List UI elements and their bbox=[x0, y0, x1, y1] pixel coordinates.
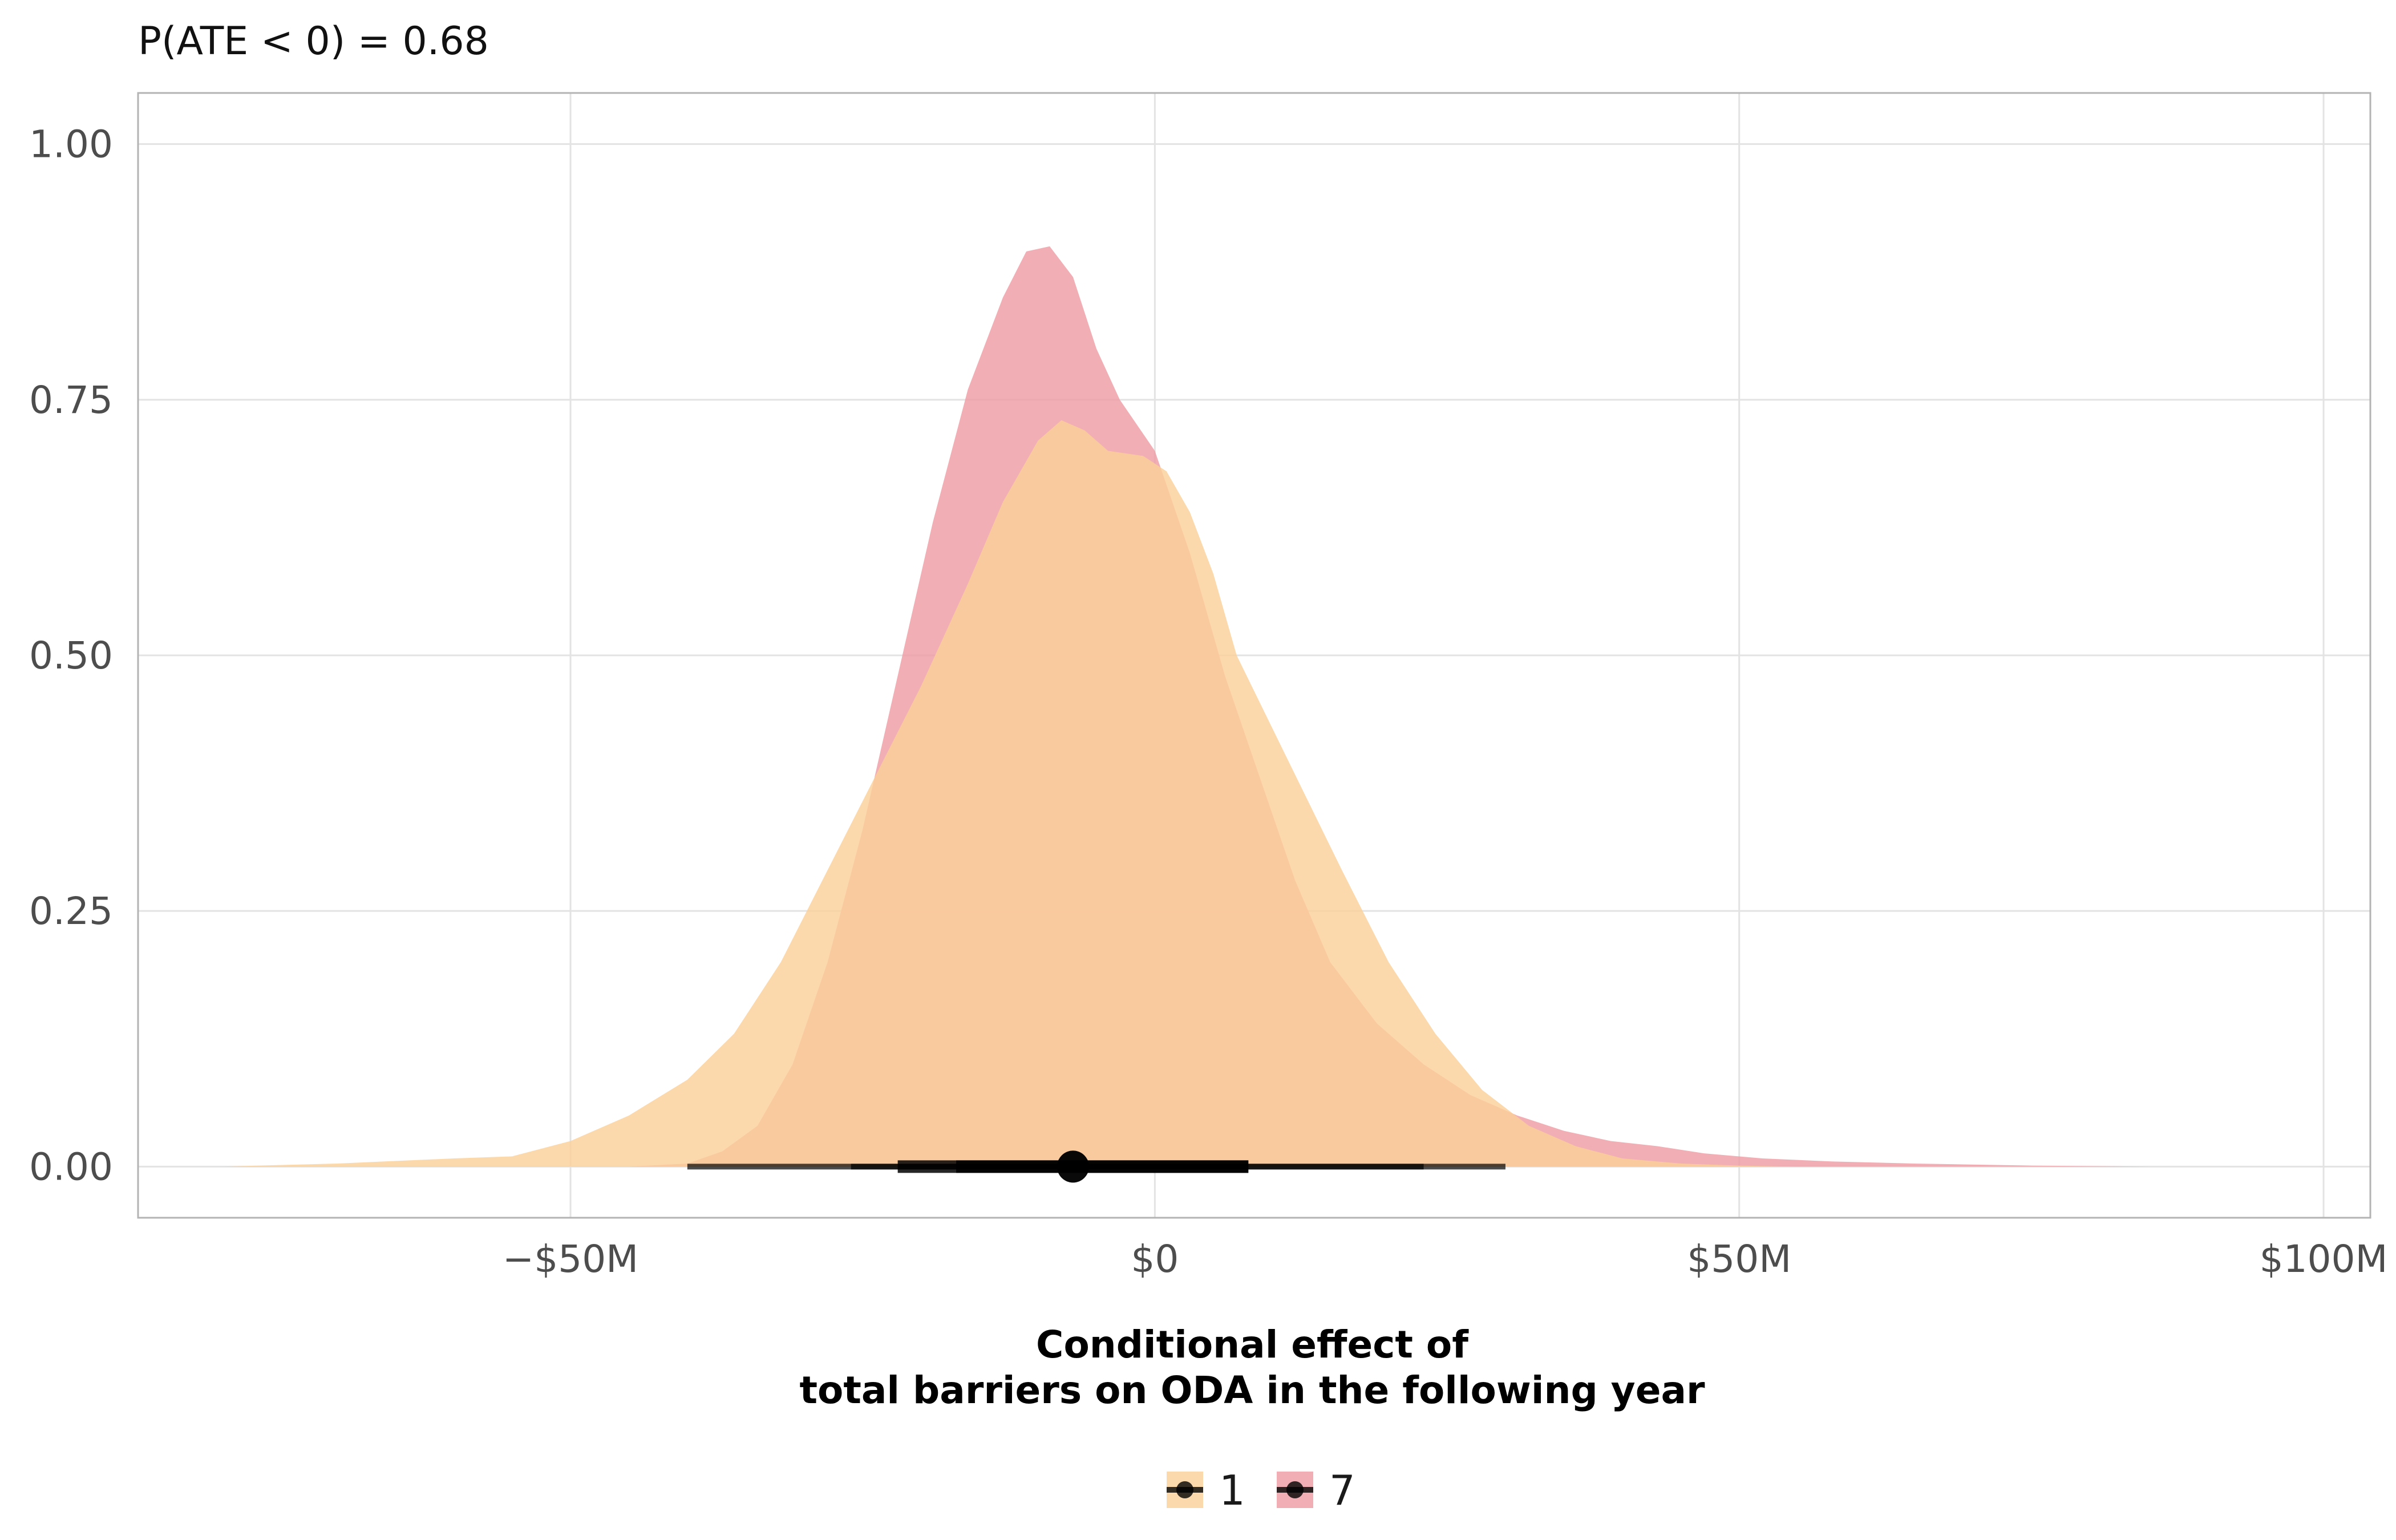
y-tick-label-4: 1.00 bbox=[29, 123, 113, 167]
legend-key-point-7 bbox=[1286, 1481, 1304, 1498]
y-tick-label-2: 0.50 bbox=[29, 634, 113, 678]
chart-subtitle: P(ATE < 0) = 0.68 bbox=[138, 19, 489, 64]
x-axis-ticks: −$50M $0 $50M $100M bbox=[503, 1237, 2388, 1281]
plot-panel-border bbox=[137, 92, 2371, 1219]
legend-item-7: 7 bbox=[1277, 1466, 1355, 1514]
y-tick-label-1: 0.25 bbox=[29, 889, 113, 933]
point-estimate-7 bbox=[1057, 1150, 1089, 1183]
y-tick-label-0: 0.00 bbox=[29, 1145, 113, 1189]
x-tick-label-2: $50M bbox=[1687, 1237, 1791, 1281]
legend-key-point-1 bbox=[1176, 1481, 1193, 1498]
legend-label-7: 7 bbox=[1329, 1466, 1355, 1514]
density-areas bbox=[220, 246, 2265, 1167]
x-tick-label-0: −$50M bbox=[503, 1237, 638, 1281]
y-tick-label-3: 0.75 bbox=[29, 378, 113, 422]
interval-bars bbox=[687, 1150, 1505, 1183]
density-area-1 bbox=[220, 420, 1798, 1167]
x-tick-label-3: $100M bbox=[2260, 1237, 2388, 1281]
legend-item-1: 1 bbox=[1167, 1466, 1245, 1514]
x-tick-label-1: $0 bbox=[1131, 1237, 1179, 1281]
y-axis-ticks: 0.00 0.25 0.50 0.75 1.00 bbox=[29, 123, 113, 1189]
x-axis-label-line1: Conditional effect of bbox=[1036, 1323, 1469, 1367]
legend-label-1: 1 bbox=[1219, 1466, 1245, 1514]
x-axis-label-line2: total barriers on ODA in the following y… bbox=[799, 1368, 1705, 1412]
